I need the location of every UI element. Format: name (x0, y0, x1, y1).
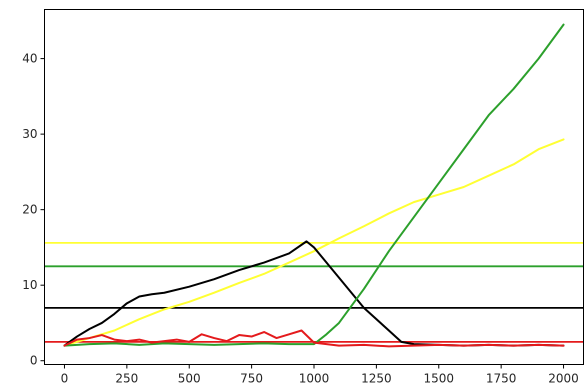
y-tick-label: 20 (22, 203, 37, 217)
y-tick-label: 40 (22, 52, 37, 66)
series-lines (63, 23, 565, 348)
x-tick-label: 500 (178, 372, 201, 386)
x-tick-label: 1500 (423, 372, 454, 386)
x-tick-label: 0 (61, 372, 69, 386)
y-tick-label: 30 (22, 127, 37, 141)
reference-lines (44, 241, 584, 343)
x-axis: 0 250 500 750 1000 1250 1500 1750 2000 (61, 364, 579, 386)
x-tick-label: 1000 (299, 372, 330, 386)
x-tick-label: 250 (115, 372, 138, 386)
x-tick-label: 1750 (486, 372, 517, 386)
series-line-1 (63, 138, 565, 347)
x-tick-label: 2000 (548, 372, 579, 386)
x-tick-label: 1250 (361, 372, 392, 386)
plot-area-frame (44, 9, 584, 365)
x-tick-label: 750 (240, 372, 263, 386)
y-tick-label: 10 (22, 278, 37, 292)
y-tick-label: 0 (30, 354, 38, 368)
series-line-2 (63, 240, 565, 347)
series-line-4 (63, 329, 565, 348)
y-axis: 0 10 20 30 40 (22, 52, 45, 368)
series-line-3 (63, 23, 565, 347)
